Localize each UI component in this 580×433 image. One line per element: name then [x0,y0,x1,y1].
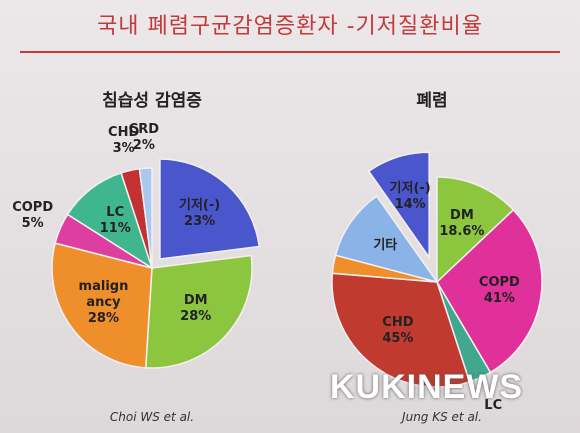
slice-label: LC [461,398,525,414]
pie-slice [159,158,260,260]
slice-name: 기저(-) [179,197,221,213]
slice-label: COPD 5% [1,200,65,232]
slice-name: CHD [108,125,140,141]
slice-name: CHD [382,315,414,331]
slice-label: DM 18.6% [430,208,494,240]
slice-value: 18.6% [439,224,485,240]
slice-name: 기저(-) [389,181,431,197]
pie-slice [138,167,153,269]
slice-label: CRD 2% [112,122,176,154]
slide-title: 국내 폐렴구균감염증환자 -기저질환비율 [96,14,483,39]
slice-name: CRD [128,122,159,138]
pie-slice [331,272,471,388]
pie-slice [334,195,439,284]
pie-slice [51,242,153,369]
watermark: KUKINEWS [330,368,524,406]
slice-value: 11% [99,220,131,236]
slice-name: LC [484,398,503,414]
slice-label: COPD 41% [467,275,531,307]
source: Choi WS et al. [109,410,195,424]
slice-value: 5% [21,216,44,232]
slice-value: 41% [483,290,515,306]
slice-value: 3% [112,141,135,157]
slice-value: 45% [382,331,414,347]
slice-name: LC [106,204,125,220]
slice-label: 기저(-) 23% [168,198,232,230]
slice-label: 기저(-) 14% [378,181,442,213]
pie-slice [436,176,515,284]
pie-slice [367,151,430,260]
pie-slice [144,254,253,369]
slice-name: 기타 [373,238,398,253]
slice-value: 28% [87,311,120,327]
slice-label: CHD 3% [92,125,156,157]
slice-name: malign ancy [78,279,129,311]
slice-label: 기타 [353,238,417,254]
slice-value: 14% [394,197,426,213]
pie-title: 침습성 감염증 [102,91,202,111]
slice-name: DM [450,208,474,224]
pie-slice [66,171,154,270]
pie-slice [436,208,543,374]
slice-name: COPD [12,200,54,216]
slice-name: COPD [478,274,520,290]
slice-label: CHD 45% [366,315,430,347]
slice-name: DM [183,293,208,309]
slice-label: DM 28% [164,293,228,325]
source: Jung KS et al. [402,410,482,424]
slice-value: 2% [132,138,155,154]
slice-label: malign ancy 28% [71,279,135,327]
pie-title: 폐렴 [416,91,448,111]
slice-value: 28% [180,309,212,325]
slice-value: 23% [184,213,216,229]
slice-label: LC 11% [83,205,147,237]
